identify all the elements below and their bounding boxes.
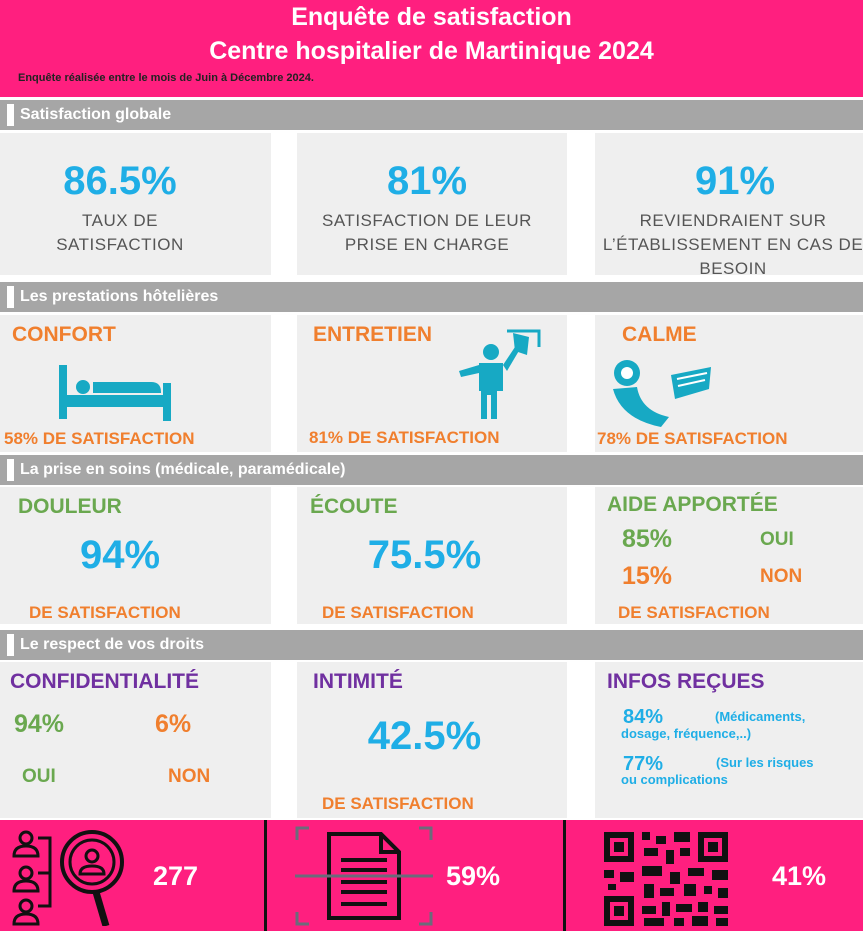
card-title: AIDE APPORTÉE xyxy=(607,493,778,516)
oui-label: OUI xyxy=(760,529,794,550)
info-desc-line3: (Sur les risques xyxy=(716,755,814,770)
oui-label: OUI xyxy=(22,766,56,787)
qr-code-icon xyxy=(604,832,728,926)
oui-value: 85% xyxy=(622,525,673,553)
non-label: NON xyxy=(168,766,211,787)
card-title: ÉCOUTE xyxy=(310,495,398,518)
footer-divider-1 xyxy=(264,820,267,931)
survey-period-note: Enquête réalisée entre le mois de Juin à… xyxy=(18,72,314,84)
card-title: INFOS REÇUES xyxy=(607,670,765,693)
card-caption: DE SATISFACTION xyxy=(618,603,770,622)
card-title: INTIMITÉ xyxy=(313,670,403,693)
oui-value: 94% xyxy=(14,710,65,738)
section-header-respect-droits: Le respect de vos droits xyxy=(0,630,863,660)
card-caption: DE SATISFACTION xyxy=(29,603,181,622)
stat-value: 94% xyxy=(79,533,161,577)
bed-icon xyxy=(59,365,171,421)
page-title-line2: Centre hospitalier de Martinique 2024 xyxy=(209,37,654,65)
card-caption: 58% DE SATISFACTION xyxy=(4,429,195,448)
section-title: La prise en soins (médicale, paramédical… xyxy=(20,461,346,478)
card-caption: 81% DE SATISFACTION xyxy=(309,428,500,447)
info-value-medicaments: 84% xyxy=(623,706,664,728)
card-calme: CALME 78% DE SATISFACTION xyxy=(595,315,863,452)
card-confidentialite: CONFIDENTIALITÉ 94% 6% OUI NON xyxy=(0,662,271,818)
footer-divider-2 xyxy=(563,820,566,931)
section-title: Le respect de vos droits xyxy=(20,636,205,653)
card-aide-apportee: AIDE APPORTÉE 85% OUI 15% NON DE SATISFA… xyxy=(595,487,863,624)
stat-value: 81% xyxy=(386,159,468,203)
stat-value: 75.5% xyxy=(367,533,482,577)
header-banner xyxy=(0,0,863,97)
sleeping-person-icon xyxy=(613,360,711,427)
card-taux-satisfaction: 86.5% TAUX DE SATISFACTION xyxy=(0,133,271,275)
page-title-line1: Enquête de satisfaction xyxy=(291,3,572,31)
footer-stat-respondents: 277 xyxy=(153,861,199,891)
cleaning-person-icon xyxy=(459,329,541,419)
info-value-risques: 77% xyxy=(623,753,664,775)
stat-value: 42.5% xyxy=(367,714,482,758)
card-confort: CONFORT 58% DE SATISFACTION xyxy=(0,315,271,452)
footer-stat-qr: 41% xyxy=(772,861,827,891)
section-title: Satisfaction globale xyxy=(20,106,172,123)
card-ecoute: ÉCOUTE 75.5% DE SATISFACTION xyxy=(297,487,567,624)
card-caption: DE SATISFACTION xyxy=(322,794,474,813)
stat-value: 86.5% xyxy=(63,159,177,203)
stat-label: TAUX DE SATISFACTION xyxy=(56,211,184,254)
stat-label: SATISFACTION DE LEUR PRISE EN CHARGE xyxy=(322,211,532,254)
card-entretien: ENTRETIEN 81% DE SATISFACTION xyxy=(297,315,567,452)
card-title: CONFORT xyxy=(12,323,116,346)
card-infos-recues: INFOS REÇUES 84% (Médicaments, dosage, f… xyxy=(595,662,863,818)
info-desc-line4: ou complications xyxy=(621,772,728,787)
card-title: DOULEUR xyxy=(18,495,122,518)
document-scan-icon xyxy=(295,826,433,926)
card-douleur: DOULEUR 94% DE SATISFACTION xyxy=(0,487,271,624)
stat-value: 91% xyxy=(694,159,776,203)
non-value: 6% xyxy=(155,710,192,738)
card-prise-en-charge: 81% SATISFACTION DE LEUR PRISE EN CHARGE xyxy=(297,133,567,275)
non-value: 15% xyxy=(622,562,673,590)
info-desc-line1: (Médicaments, xyxy=(715,709,806,724)
card-reviendraient: 91% REVIENDRAIENT SUR L’ÉTABLISSEMENT EN… xyxy=(595,133,863,278)
stat-label: REVIENDRAIENT SUR L’ÉTABLISSEMENT EN CAS… xyxy=(602,211,863,278)
card-title: ENTRETIEN xyxy=(313,323,433,346)
section-header-satisfaction-globale: Satisfaction globale xyxy=(0,100,863,130)
section-header-prestations-hotelieres: Les prestations hôtelières xyxy=(0,282,863,312)
card-title: CALME xyxy=(622,323,697,346)
footer-stat-document: 59% xyxy=(446,861,501,891)
section-title: Les prestations hôtelières xyxy=(20,288,219,305)
card-intimite: INTIMITÉ 42.5% DE SATISFACTION xyxy=(297,662,567,818)
info-desc-line2: dosage, fréquence,..) xyxy=(621,726,752,741)
section-header-prise-en-soins: La prise en soins (médicale, paramédical… xyxy=(0,455,863,485)
non-label: NON xyxy=(760,566,803,587)
card-caption: DE SATISFACTION xyxy=(322,603,474,622)
people-search-icon xyxy=(12,830,124,926)
card-title: CONFIDENTIALITÉ xyxy=(10,670,199,693)
card-caption: 78% DE SATISFACTION xyxy=(597,429,788,448)
